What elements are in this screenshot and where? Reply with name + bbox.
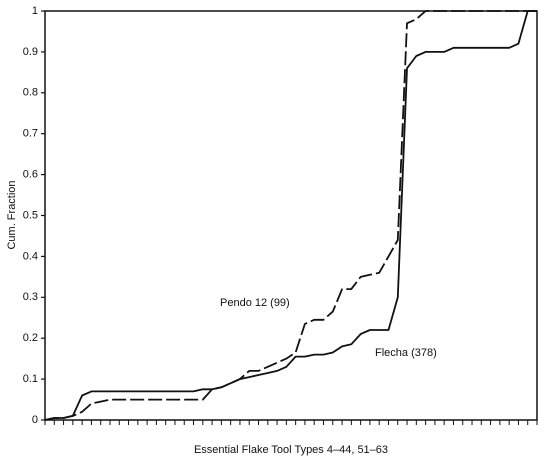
- y-tick-label: 0.1: [23, 373, 38, 385]
- y-tick-label: 0.4: [23, 250, 38, 262]
- y-tick-label: 0.7: [23, 128, 38, 140]
- series-annotation: Flecha (378): [375, 347, 437, 359]
- y-tick-label: 0.6: [23, 169, 38, 181]
- series-line: [44, 10, 537, 421]
- series-annotation: Pendo 12 (99): [220, 297, 290, 309]
- y-axis-label: Cum. Fraction: [6, 180, 18, 249]
- series-line: [44, 10, 537, 421]
- y-tick-label: 0.8: [23, 87, 38, 99]
- y-tick-label: 1: [32, 5, 38, 17]
- plot-frame: [44, 10, 538, 421]
- y-tick-label: 0.2: [23, 332, 38, 344]
- y-tick-label: 0.9: [23, 46, 38, 58]
- y-tick-label: 0: [32, 414, 38, 426]
- x-axis-label: Essential Flake Tool Types 4–44, 51–63: [194, 444, 388, 456]
- y-tick-label: 0.3: [23, 291, 38, 303]
- y-tick-label: 0.5: [23, 209, 38, 221]
